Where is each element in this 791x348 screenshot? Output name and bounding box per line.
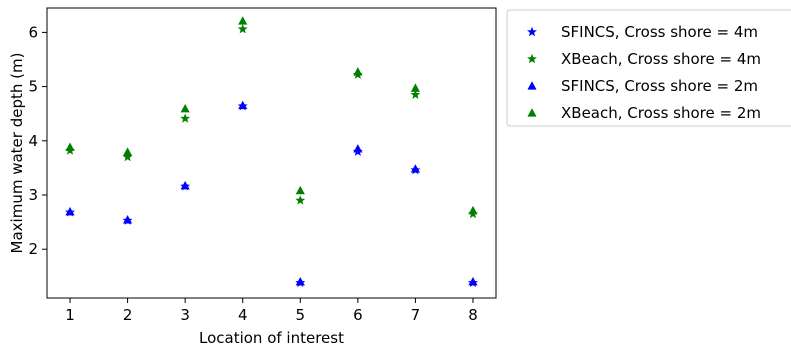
x-tick-label: 5 bbox=[296, 306, 306, 324]
x-tick-label: 2 bbox=[123, 306, 133, 324]
triangle-point bbox=[295, 185, 305, 195]
triangle-point bbox=[468, 205, 478, 215]
triangle-point bbox=[468, 276, 478, 286]
plot-area-frame bbox=[46, 7, 497, 299]
star-point bbox=[237, 23, 248, 34]
legend-item: SFINCS, Cross shore = 4m bbox=[527, 23, 758, 41]
legend-label: SFINCS, Cross shore = 2m bbox=[561, 77, 758, 95]
legend-star-marker bbox=[527, 26, 537, 37]
legend-item: XBeach, Cross shore = 2m bbox=[527, 104, 761, 122]
triangle-point bbox=[353, 67, 363, 76]
x-tick-label: 7 bbox=[411, 306, 421, 324]
y-tick-label: 5 bbox=[28, 78, 38, 96]
legend-label: XBeach, Cross shore = 4m bbox=[561, 50, 761, 68]
legend-items: SFINCS, Cross shore = 4m XBeach, Cross sh… bbox=[527, 23, 761, 122]
series-4 bbox=[65, 16, 478, 215]
star-point bbox=[122, 151, 133, 162]
triangle-point bbox=[65, 207, 75, 216]
legend-star-marker bbox=[527, 53, 537, 64]
triangle-point bbox=[65, 142, 75, 151]
x-axis-label: Location of interest bbox=[199, 329, 344, 347]
legend-frame bbox=[506, 9, 791, 127]
y-tick-label: 2 bbox=[28, 240, 38, 258]
series-3 bbox=[65, 100, 478, 286]
triangle-point bbox=[180, 104, 190, 113]
triangle-point bbox=[123, 215, 133, 224]
triangle-point bbox=[123, 147, 133, 156]
star-point bbox=[410, 89, 421, 99]
x-tick-label: 3 bbox=[180, 306, 190, 324]
triangle-point bbox=[410, 164, 420, 173]
axis-ticks: 1 2 3 4 5 6 7 8 2 3 4 5 6 bbox=[28, 23, 477, 324]
x-tick-label: 1 bbox=[65, 306, 75, 324]
series-1 bbox=[65, 100, 478, 288]
plot-marks bbox=[65, 16, 478, 288]
legend-triangle-marker bbox=[527, 81, 537, 90]
series-2 bbox=[65, 23, 478, 219]
legend-item: SFINCS, Cross shore = 2m bbox=[527, 77, 758, 95]
y-axis-label: Maximum water depth (m) bbox=[8, 53, 26, 254]
triangle-point bbox=[410, 83, 420, 92]
x-tick-label: 6 bbox=[353, 306, 363, 324]
triangle-point bbox=[353, 144, 363, 153]
triangle-point bbox=[238, 16, 248, 25]
legend-label: XBeach, Cross shore = 2m bbox=[561, 104, 761, 122]
x-tick-label: 4 bbox=[238, 306, 248, 324]
triangle-point bbox=[180, 180, 190, 190]
star-point bbox=[180, 113, 191, 123]
triangle-point bbox=[295, 276, 305, 286]
triangle-point bbox=[238, 100, 248, 110]
legend-item: XBeach, Cross shore = 4m bbox=[527, 50, 761, 68]
star-point bbox=[295, 195, 306, 205]
y-tick-label: 4 bbox=[28, 132, 38, 150]
legend: SFINCS, Cross shore = 4m XBeach, Cross sh… bbox=[506, 9, 791, 127]
legend-label: SFINCS, Cross shore = 4m bbox=[561, 23, 758, 41]
y-tick-label: 3 bbox=[28, 186, 38, 204]
legend-triangle-marker bbox=[527, 108, 537, 117]
y-tick-label: 6 bbox=[28, 23, 38, 41]
x-tick-label: 8 bbox=[468, 306, 478, 324]
